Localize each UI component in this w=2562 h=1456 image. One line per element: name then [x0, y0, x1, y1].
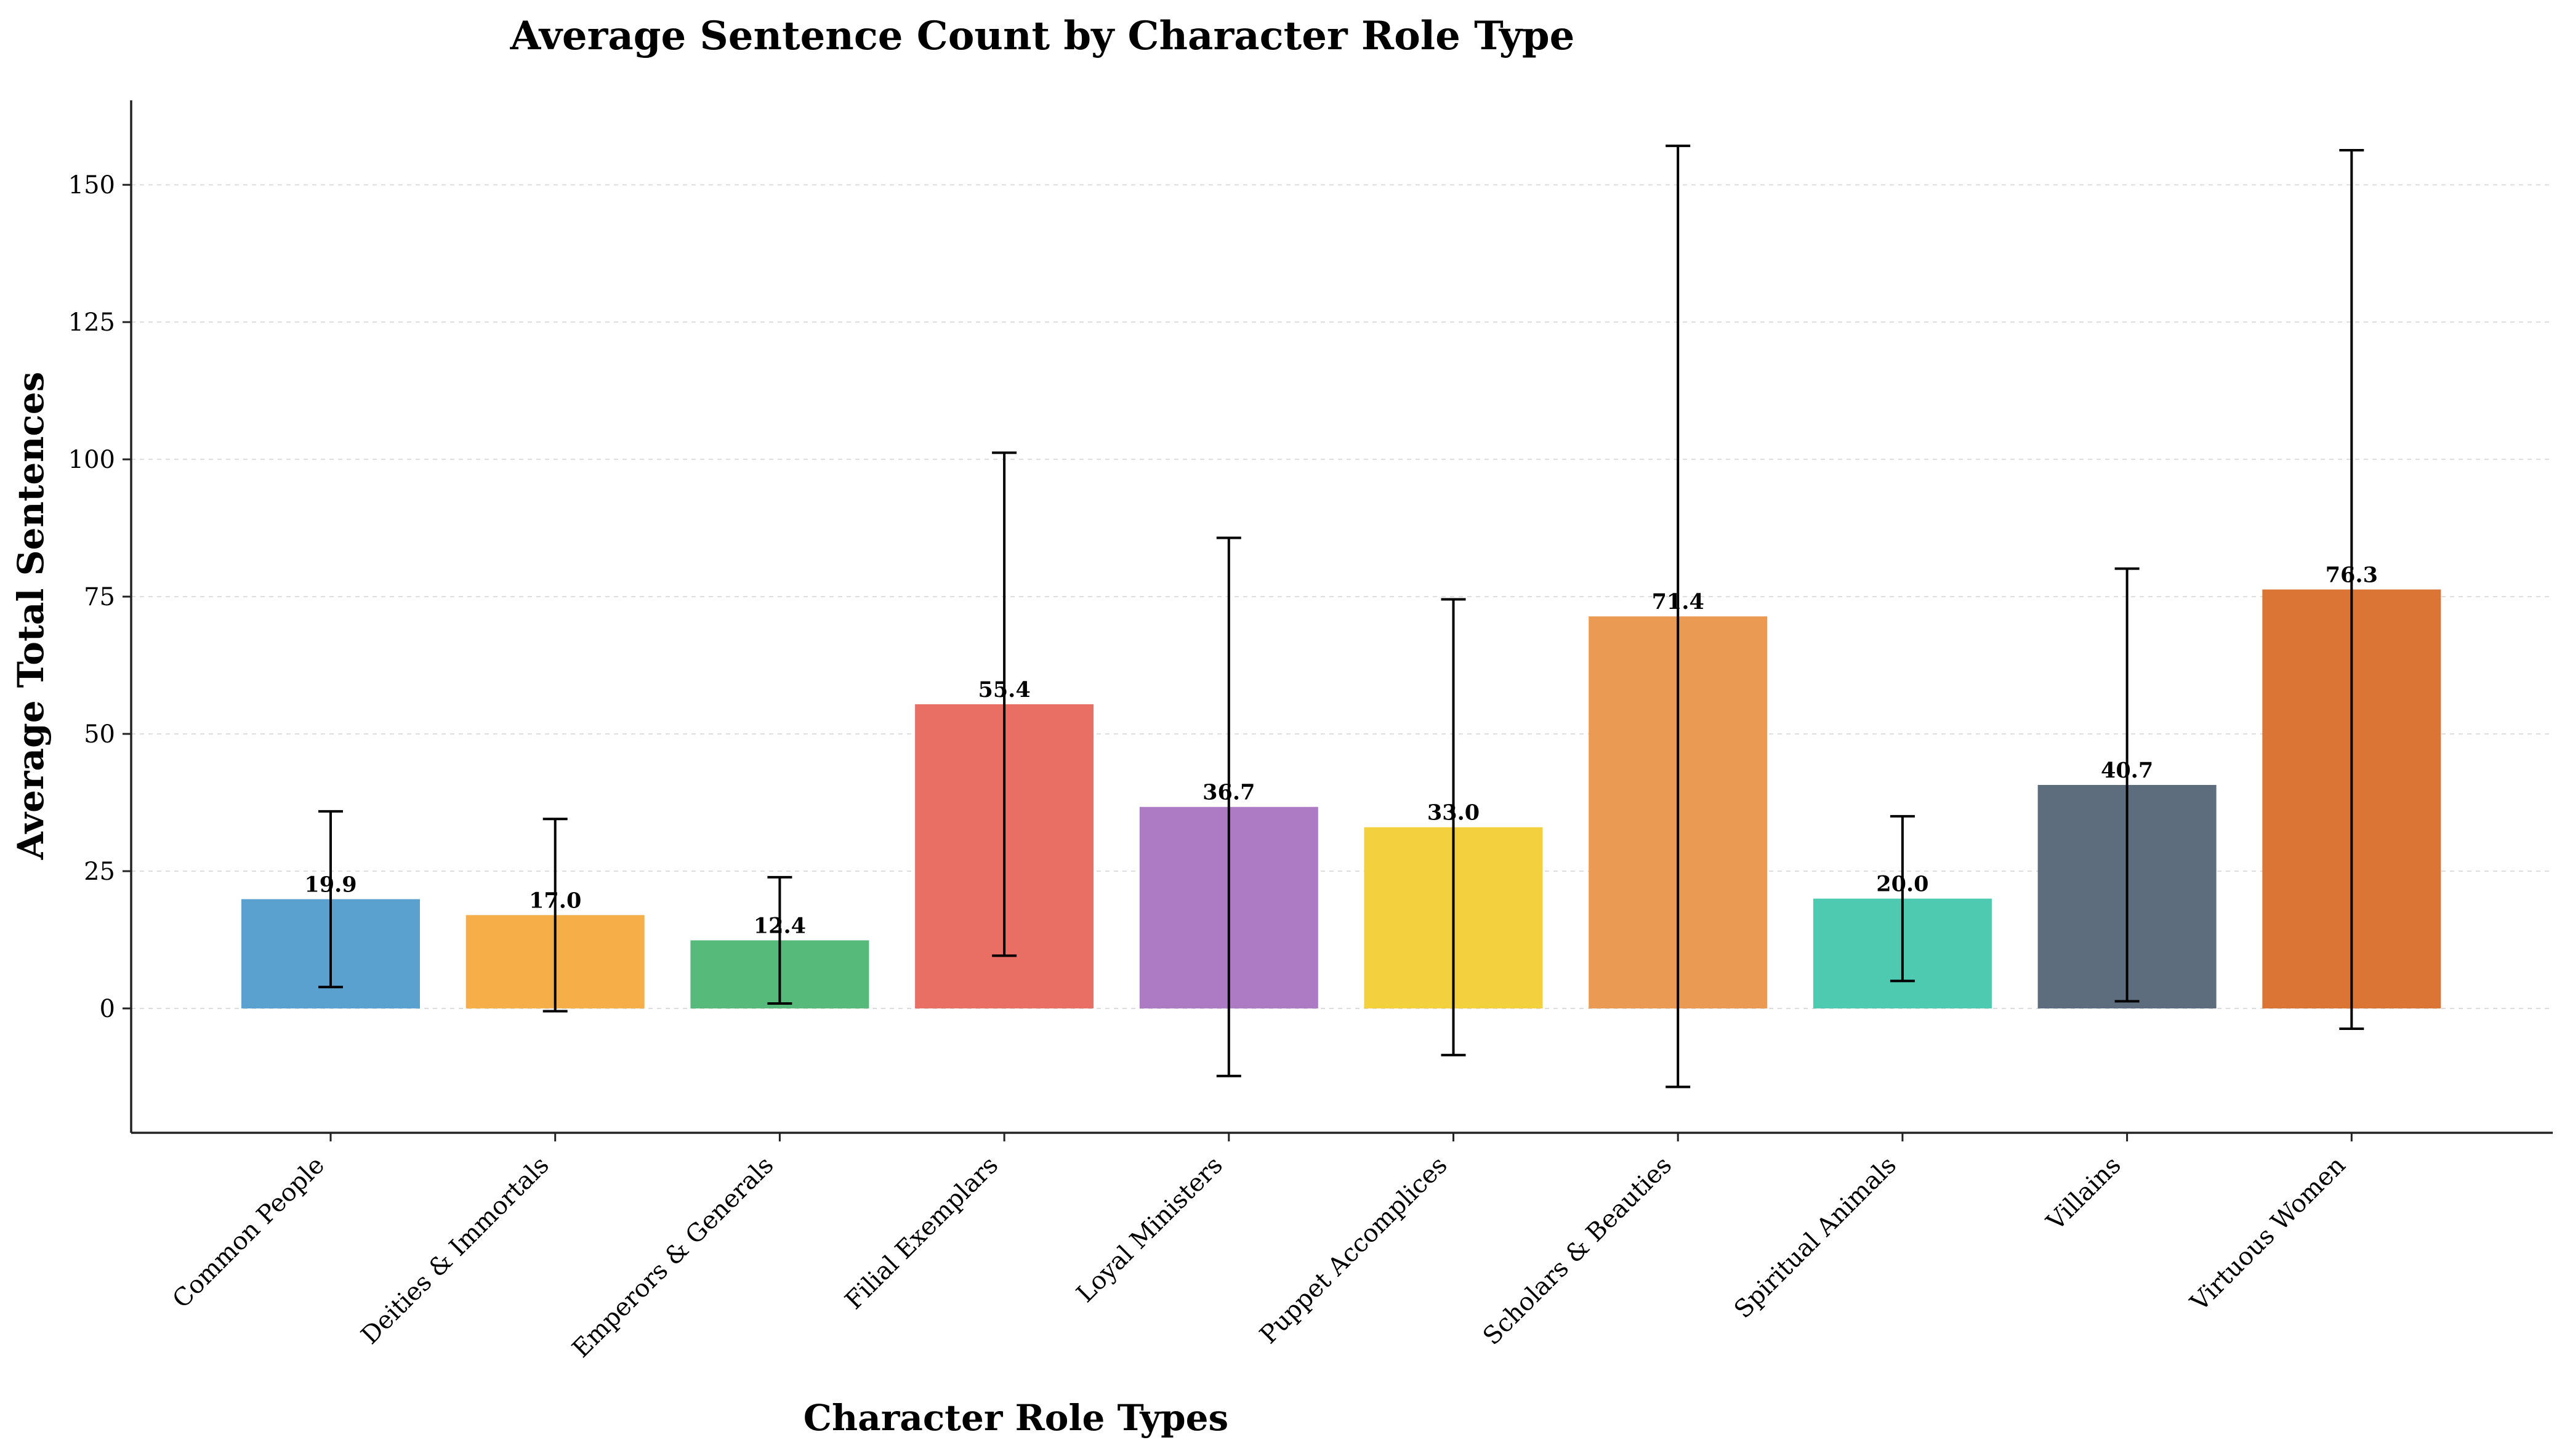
value-label: 12.4 — [754, 913, 806, 938]
label-layer: 19.9 17.0 12.4 55.4 36.7 33.0 71.4 20.0 40.7 76.3 — [304, 563, 2378, 939]
y-tick-label: 150 — [68, 171, 115, 199]
x-axis-title: Character Role Types — [804, 1397, 1228, 1439]
value-label: 33.0 — [1427, 800, 1480, 826]
value-label: 55.4 — [978, 677, 1030, 702]
chart-title: Average Sentence Count by Character Role… — [510, 13, 1575, 59]
y-tick-label: 125 — [68, 308, 115, 337]
value-label: 19.9 — [304, 872, 357, 898]
value-label: 76.3 — [2326, 563, 2378, 588]
value-label: 36.7 — [1202, 780, 1255, 805]
y-tick-label: 100 — [68, 446, 115, 474]
y-tick-label: 75 — [84, 583, 115, 611]
y-tick-label: 0 — [100, 995, 115, 1023]
value-label: 40.7 — [2101, 758, 2153, 783]
axis-layer — [130, 100, 2553, 1134]
y-axis-title: Average Total Sentences — [10, 372, 52, 861]
value-label: 20.0 — [1876, 872, 1928, 897]
value-label: 71.4 — [1652, 589, 1704, 614]
y-tick-label: 25 — [84, 858, 115, 886]
y-tick-label: 50 — [84, 720, 115, 749]
value-label: 17.0 — [529, 888, 581, 913]
error-layer — [318, 144, 2364, 1088]
